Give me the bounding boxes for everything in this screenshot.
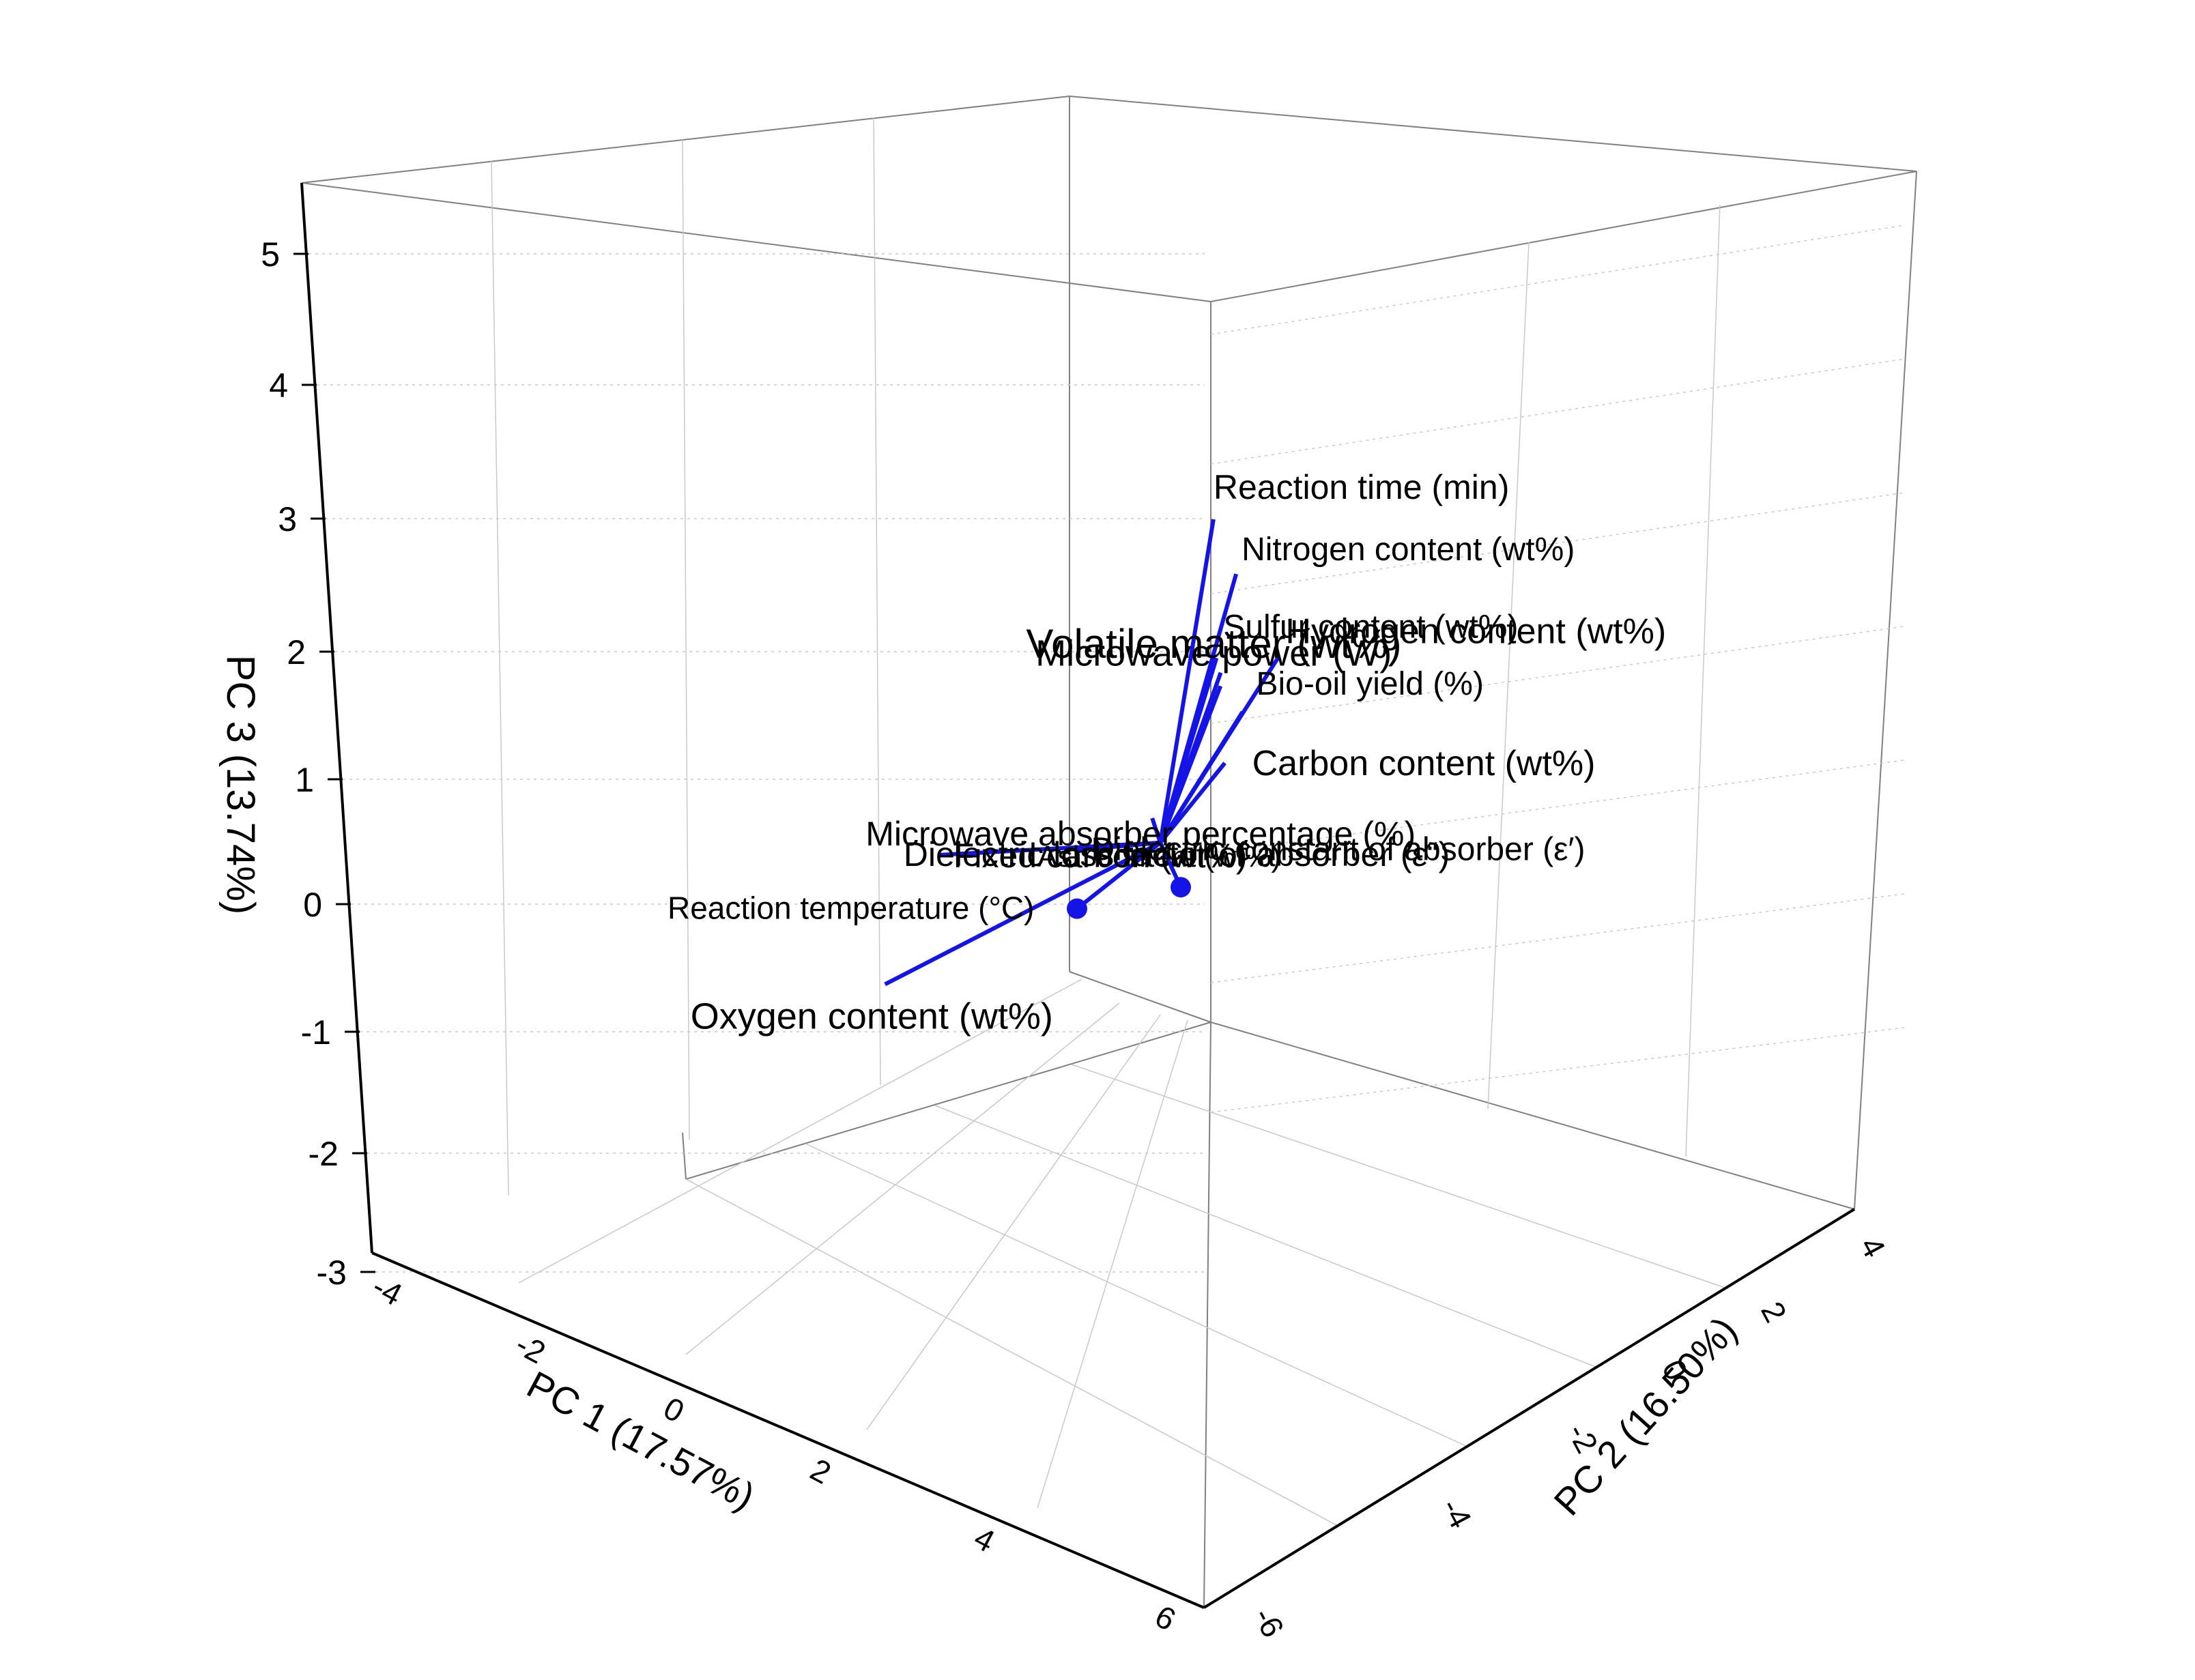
pc3-tick-label: -1 (301, 1013, 331, 1052)
vector-label: Carbon content (wt%) (1252, 744, 1596, 783)
grid-line (1037, 1019, 1188, 1509)
loading-vector (1150, 817, 1162, 843)
vector-label: Oxygen content (wt%) (691, 996, 1053, 1037)
vector-label: Fixed carbon (wt%) (953, 837, 1248, 875)
vector-label: Nitrogen content (wt%) (1242, 532, 1575, 568)
grid-line (1071, 1064, 1727, 1289)
loading-vector (1158, 762, 1226, 844)
grid-line (1210, 1027, 1905, 1113)
grid-lines (309, 117, 1905, 1526)
vector-label: Reaction temperature (°C) (668, 890, 1034, 926)
grid-line (518, 979, 1082, 1284)
loading-vector (1158, 657, 1219, 843)
loading-vector (884, 841, 1162, 987)
grid-line (491, 160, 509, 1196)
grid-line (866, 1014, 1161, 1430)
grid-line (1210, 893, 1905, 983)
pc3-tick-label: 4 (269, 366, 288, 405)
vector-label: Bio-oil yield (%) (1257, 666, 1484, 702)
grid-line (1685, 204, 1721, 1157)
loading-vector (938, 841, 1161, 857)
pc3-tick-label: 0 (303, 886, 322, 924)
grid-line (873, 117, 881, 1086)
pc2-tick-label: 2 (1754, 1296, 1794, 1328)
vector-label: Dielectric loss factor of absorber (ε“) (904, 835, 1450, 873)
loading-vector (1158, 519, 1216, 843)
vector-label: Volatile matter (wt%) (1026, 621, 1401, 667)
loading-vector (1076, 841, 1162, 910)
grid-line (1210, 759, 1905, 854)
pc3-tick-label: 1 (295, 761, 314, 799)
vector-label: Microwave absorber percentage (%) (865, 815, 1416, 853)
pc2-axis-line (1203, 1208, 1856, 1609)
axes (300, 182, 1856, 1609)
vector-label: Ash content (wt%) (1037, 840, 1281, 873)
pc3-tick-label: 2 (287, 633, 306, 671)
pc3-axis-line (300, 182, 373, 1254)
loading-vectors (884, 519, 1280, 987)
grid-line (1210, 225, 1905, 335)
grid-line (685, 1002, 1120, 1355)
pc2-tick-label: 4 (1853, 1231, 1893, 1263)
loading-point (1171, 877, 1191, 898)
pc1-tick-label: 6 (1149, 1598, 1181, 1638)
grid-line (934, 1105, 1598, 1368)
vector-label: Dielectric constant of absorber (ε′) (1091, 832, 1586, 868)
loading-labels: Reaction time (min) Nitrogen content (wt%… (668, 468, 1666, 1037)
pc3-tick-label: 3 (278, 500, 297, 538)
pc2-axis-label: PC 2 (16.50%) (1545, 1308, 1745, 1523)
loading-vector (1158, 710, 1245, 844)
pc3-tick-label: -3 (317, 1254, 347, 1292)
grid-line (805, 1143, 1468, 1447)
grid-line (1210, 626, 1905, 724)
pc3-tick-labels: 5 4 3 2 1 0 -1 -2 -3 (261, 235, 375, 1292)
pc1-tick-label: 4 (969, 1520, 1001, 1559)
pc3-tick-label: 5 (261, 235, 280, 274)
pc2-tick-label: -6 (1247, 1602, 1291, 1643)
pc1-axis-line (371, 1251, 1205, 1609)
grid-line (1210, 358, 1905, 465)
pc1-tick-label: 0 (658, 1390, 690, 1430)
grid-line (682, 139, 690, 1140)
pc1-tick-label: -2 (510, 1326, 551, 1370)
vector-label: Microwave power (W) (1035, 633, 1392, 674)
grid-line (685, 1178, 1338, 1526)
pc3-tick-label: -2 (309, 1135, 339, 1173)
pc1-axis-label: PC 1 (17.57%) (520, 1363, 762, 1518)
vector-label: Hydrogen content (wt%) (1285, 612, 1666, 652)
grid-line (1487, 242, 1530, 1110)
loading-point (1067, 898, 1087, 919)
vector-label: Reaction time (min) (1214, 468, 1509, 506)
pc1-tick-label: -4 (367, 1268, 408, 1312)
vector-label: Sulfur content (wt%) (1223, 609, 1518, 645)
pc3-axis-label: PC 3 (13.74%) (218, 655, 263, 914)
loading-vector (1158, 829, 1172, 844)
grid-line (1210, 492, 1905, 594)
pc1-tick-label: 2 (805, 1451, 837, 1491)
pc2-tick-label: -4 (1435, 1492, 1479, 1534)
pc1-tick-labels: -4 -2 0 2 4 6 (367, 1268, 1181, 1638)
